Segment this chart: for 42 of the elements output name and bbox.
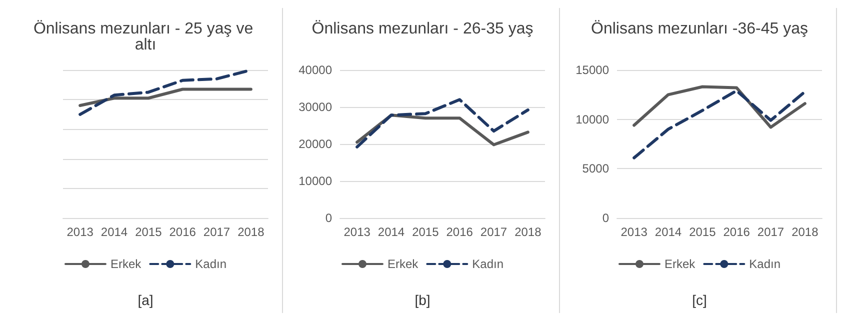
y-tick-label: 20000 [298, 137, 332, 151]
y-tick-label: 0 [325, 211, 332, 225]
x-tick-label: 2013 [344, 225, 371, 239]
text: [c] [692, 292, 707, 308]
line-series [632, 85, 806, 129]
y-tick-label: 15000 [576, 63, 610, 77]
x-tick-label: 2014 [654, 225, 682, 239]
legend-label: Kadın [472, 257, 504, 271]
x-tick-label: 2018 [514, 225, 542, 239]
legend-label: Erkek [387, 257, 420, 271]
x-tick-label: 2018 [792, 225, 819, 239]
line-series [356, 98, 530, 148]
x-tick-label: 2013 [66, 225, 94, 239]
legend-label: Kadın [195, 257, 227, 271]
y-tick-label: 30000 [298, 100, 332, 114]
x-tick-label: 2014 [378, 225, 405, 239]
x-tick-label: 2016 [446, 225, 474, 239]
legend-label: Erkek [664, 257, 696, 271]
legend-label: Kadın [749, 257, 781, 271]
x-tick-label: 2015 [135, 225, 162, 239]
chart-title: Önlisans mezunları - 25 yaş ve altı [33, 20, 258, 54]
x-tick-label: 2017 [480, 225, 508, 239]
x-tick-label: 2015 [689, 225, 716, 239]
y-tick-label: 40000 [298, 63, 332, 77]
x-tick-label: 2015 [412, 225, 440, 239]
y-tick-label: 10000 [576, 112, 610, 126]
chart-title: Önlisans mezunları -36-45 yaş [591, 20, 808, 38]
text: [a] [138, 292, 154, 308]
y-tick-label: 0 [602, 211, 610, 225]
y-tick-label: 10000 [298, 174, 332, 188]
chart-title: Önlisans mezunları - 26-35 yaş [312, 20, 534, 38]
x-tick-label: 2017 [757, 225, 784, 239]
x-tick-label: 2013 [620, 225, 648, 239]
text: [b] [414, 292, 430, 308]
line-series [632, 89, 806, 160]
x-tick-label: 2016 [169, 225, 196, 239]
y-tick-label: 5000 [582, 162, 610, 176]
x-tick-label: 2017 [203, 225, 230, 239]
x-tick-label: 2014 [100, 225, 128, 239]
legend-label: Erkek [110, 257, 142, 271]
x-tick-label: 2016 [723, 225, 750, 239]
x-tick-label: 2018 [238, 225, 265, 239]
